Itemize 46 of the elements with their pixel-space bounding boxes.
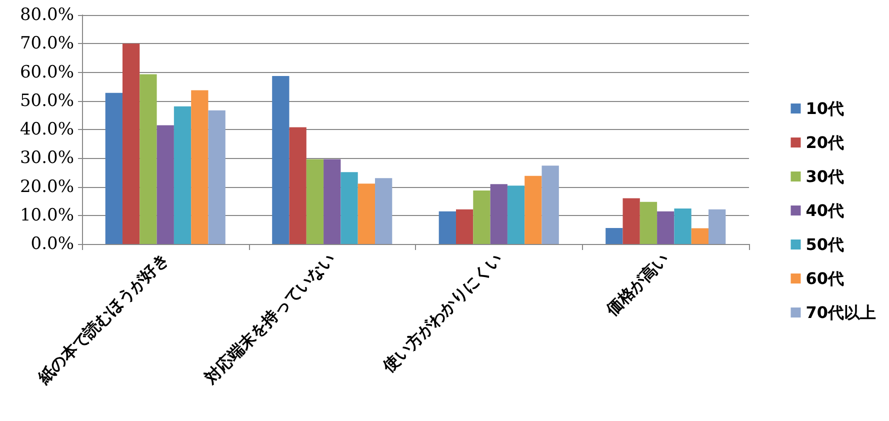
bar: [208, 110, 226, 244]
legend-label: 20代: [806, 133, 844, 152]
bar: [438, 211, 456, 244]
bar: [640, 202, 658, 244]
legend-label: 30代: [806, 167, 844, 186]
bar: [289, 127, 306, 244]
bar: [191, 90, 208, 244]
legend-label: 60代: [806, 269, 844, 288]
x-tick-label: 使い方がわかりにくい: [378, 249, 506, 377]
x-tick-label: 価格が高い: [602, 249, 672, 320]
bar: [473, 190, 490, 244]
legend-label: 40代: [806, 201, 844, 220]
legend-label: 10代: [806, 99, 844, 118]
y-tick-label: 50.0%: [20, 90, 74, 111]
bar: [272, 76, 290, 244]
bar: [606, 228, 623, 244]
legend-label: 50代: [806, 235, 844, 254]
y-tick-label: 10.0%: [20, 205, 74, 226]
bar: [306, 159, 324, 244]
y-tick-label: 60.0%: [20, 62, 74, 82]
bar: [708, 209, 726, 244]
bar: [105, 92, 122, 244]
y-tick-label: 70.0%: [20, 34, 74, 54]
bar: [507, 186, 525, 244]
y-tick-label: 20.0%: [20, 176, 74, 197]
bar: [657, 211, 674, 244]
y-tick-label: 80.0%: [20, 5, 74, 25]
bar: [122, 44, 140, 244]
y-tick-label: 30.0%: [20, 148, 74, 168]
bar: [358, 184, 376, 244]
bar: [324, 159, 341, 244]
bar: [524, 176, 542, 244]
bar: [490, 184, 508, 244]
bar: [156, 125, 174, 244]
bar: [340, 172, 358, 244]
bar: [375, 178, 392, 244]
bar: [674, 208, 692, 244]
bar: [140, 74, 157, 244]
x-tick-label: 対応端末を持っていない: [200, 249, 339, 388]
bar: [622, 198, 640, 244]
bar: [691, 228, 709, 244]
bar: [456, 209, 474, 244]
bar: [542, 166, 559, 244]
bar: [174, 106, 192, 244]
y-tick-label: 40.0%: [20, 120, 74, 140]
legend-label: 70代以上: [806, 303, 876, 322]
